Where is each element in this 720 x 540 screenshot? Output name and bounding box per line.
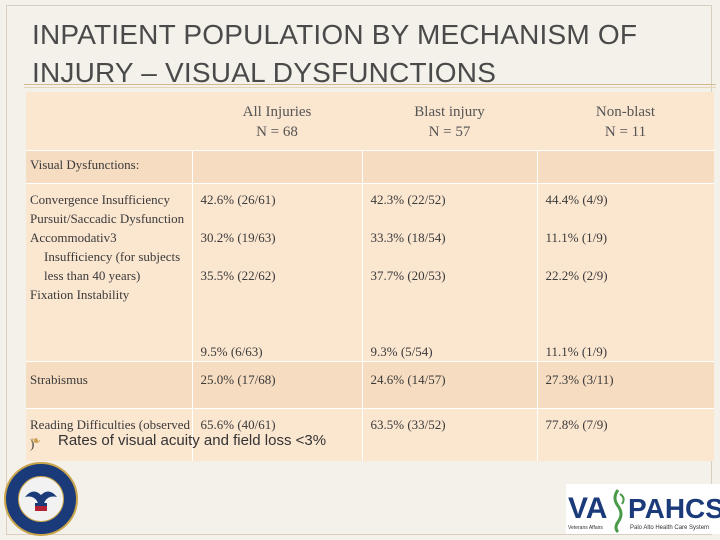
cell-value: 30.2% (19/63) <box>200 230 276 245</box>
cell-value: 65.6% (40/61) <box>191 408 362 461</box>
row-label: Accommodativ3 <box>30 230 117 245</box>
section-label-row: Visual Dysfunctions: <box>26 150 714 184</box>
cell-value: 44.4% (4/9) <box>545 192 608 207</box>
slide-title: INPATIENT POPULATION BY MECHANISM OF INJ… <box>32 19 638 88</box>
visual-dysfunction-table: All Injuries N = 68 Blast injury N = 57 … <box>26 92 714 461</box>
cell-value: 42.3% (22/52) <box>370 192 446 207</box>
cell-value: 11.1% (1/9) <box>545 344 608 359</box>
header-empty-cell <box>26 92 192 151</box>
bullet-note: ❧ Rates of visual acuity and field loss <… <box>30 432 326 449</box>
cell-value: 37.7% (20/53) <box>370 268 446 283</box>
cell-value: 27.3% (3/11) <box>536 361 714 409</box>
cell-value: 9.5% (6/63) <box>200 344 263 359</box>
header-blast-injury-n: N = 57 <box>428 124 471 140</box>
title-rule-secondary <box>24 87 716 88</box>
table-row: Convergence Insufficiency Pursuit/Saccad… <box>26 183 714 362</box>
row-label: Strabismus <box>26 361 192 409</box>
seal-eagle-icon <box>18 476 64 522</box>
row-label: Convergence Insufficiency <box>30 192 170 207</box>
cell-value: 11.1% (1/9) <box>545 230 608 245</box>
header-all-injuries: All Injuries N = 68 <box>192 92 362 151</box>
header-non-blast-label: Non-blast <box>595 104 656 120</box>
cell-value: 77.8% (7/9) <box>536 408 714 461</box>
cell-value: 25.0% (17/68) <box>191 361 362 409</box>
table-header-row: All Injuries N = 68 Blast injury N = 57 … <box>26 92 714 151</box>
table-row: Strabismus 25.0% (17/68) 24.6% (14/57) 2… <box>26 361 714 409</box>
blast-injury-values: 42.3% (22/52) 33.3% (18/54) 37.7% (20/53… <box>361 183 537 362</box>
cell-value: 24.6% (14/57) <box>361 361 537 409</box>
section-empty-cell <box>361 150 537 184</box>
pahcs-logo-text: PAHCS <box>628 493 720 524</box>
row-label-group: Convergence Insufficiency Pursuit/Saccad… <box>26 183 192 362</box>
row-label-continuation: Insufficiency (for subjects less than 40… <box>44 249 181 283</box>
bullet-text: Rates of visual acuity and field loss <3… <box>58 432 327 449</box>
title-rule <box>24 84 716 85</box>
header-non-blast-n: N = 11 <box>604 124 647 140</box>
va-logo-text: VA <box>568 492 607 525</box>
section-empty-cell <box>191 150 362 184</box>
row-label: Reading Difficulties (observed ) <box>26 408 192 461</box>
va-seal-logo <box>4 462 78 536</box>
eagle-icon <box>25 491 57 511</box>
table-row: Reading Difficulties (observed ) 65.6% (… <box>26 408 714 461</box>
cell-value: 35.5% (22/62) <box>200 268 276 283</box>
cell-value: 9.3% (5/54) <box>370 344 433 359</box>
row-label: Fixation Instability <box>30 287 130 302</box>
row-label: Pursuit/Saccadic Dysfunction <box>30 211 185 226</box>
header-blast-injury: Blast injury N = 57 <box>362 92 537 151</box>
header-all-injuries-n: N = 68 <box>256 124 298 140</box>
section-empty-cell <box>536 150 714 184</box>
va-pahcs-logo: VA PAHCS Veterans Affairs Palo Alto Heal… <box>566 484 720 534</box>
cell-value: 42.6% (26/61) <box>200 192 276 207</box>
header-blast-injury-label: Blast injury <box>414 104 485 120</box>
bullet-glyph-icon: ❧ <box>30 433 41 448</box>
cell-value: 33.3% (18/54) <box>370 230 446 245</box>
va-sub-text: Veterans Affairs <box>568 525 603 531</box>
non-blast-values: 44.4% (4/9) 11.1% (1/9) 22.2% (2/9) 11.1… <box>536 183 714 362</box>
header-all-injuries-label: All Injuries <box>242 104 312 120</box>
cell-value: 22.2% (2/9) <box>545 268 608 283</box>
all-injuries-values: 42.6% (26/61) 30.2% (19/63) 35.5% (22/62… <box>191 183 362 362</box>
pahcs-sub-text: Palo Alto Health Care System <box>630 525 709 531</box>
header-non-blast: Non-blast N = 11 <box>537 92 714 151</box>
section-label: Visual Dysfunctions: <box>26 150 192 184</box>
cell-value: 63.5% (33/52) <box>361 408 537 461</box>
